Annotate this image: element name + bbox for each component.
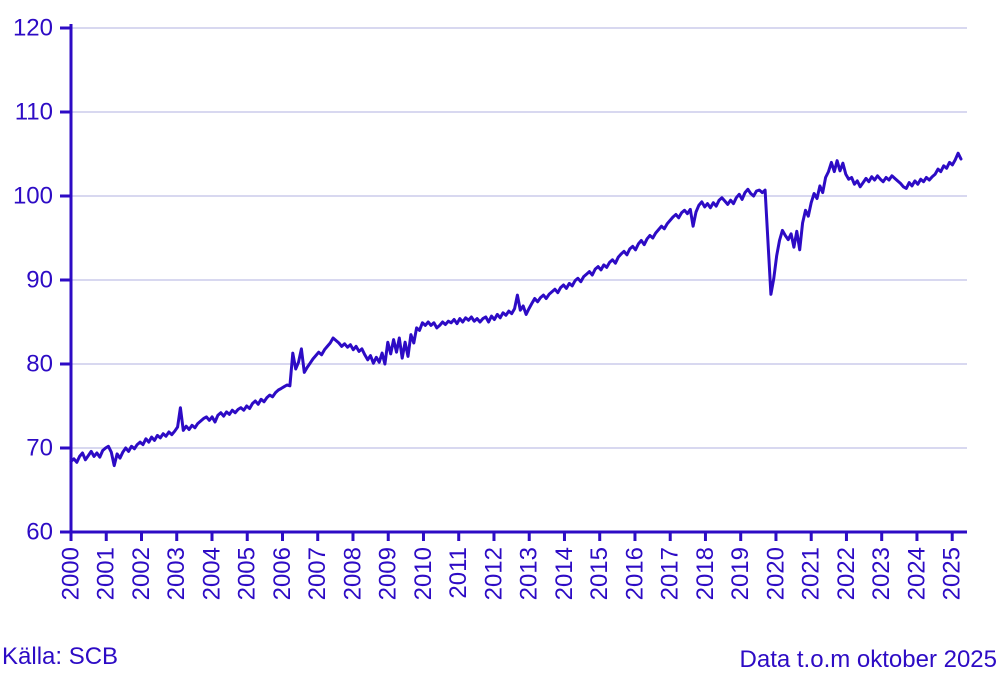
x-axis-label: 2008	[339, 547, 366, 600]
x-axis-label: 2022	[833, 547, 860, 600]
x-axis-label: 2004	[198, 547, 225, 600]
x-axis-label: 2024	[903, 547, 930, 600]
x-axis-label: 2013	[516, 547, 543, 600]
footnote-label: Data t.o.m oktober 2025	[739, 646, 997, 673]
x-axis-label: 2023	[868, 547, 895, 600]
y-axis-label: 80	[26, 351, 53, 378]
x-axis-label: 2018	[692, 547, 719, 600]
x-axis-label: 2019	[727, 547, 754, 600]
x-axis-label: 2014	[551, 547, 578, 600]
y-axis-label: 100	[13, 183, 53, 210]
x-axis-label: 2001	[93, 547, 120, 600]
x-axis-label: 2006	[269, 547, 296, 600]
x-axis-label: 2015	[586, 547, 613, 600]
x-axis-label: 2005	[234, 547, 261, 600]
x-axis-label: 2009	[375, 547, 402, 600]
x-axis-label: 2010	[410, 547, 437, 600]
x-axis-label: 2012	[480, 547, 507, 600]
y-axis-label: 120	[13, 15, 53, 42]
y-axis-label: 90	[26, 267, 53, 294]
x-axis-label: 2011	[445, 547, 472, 599]
x-axis-label: 2002	[128, 547, 155, 600]
y-axis-label: 60	[26, 519, 53, 546]
line-chart: 60 70 80 90 100 110 120 2000 2001 2002 2003 2004 200…	[13, 15, 967, 600]
x-axis-label: 2016	[621, 547, 648, 600]
source-label: Källa: SCB	[2, 643, 119, 670]
x-axis-label: 2000	[58, 547, 85, 600]
data-line	[69, 151, 963, 468]
x-axis-label: 2003	[163, 547, 190, 600]
x-axis-label: 2017	[657, 547, 684, 600]
x-axis-label: 2025	[939, 547, 966, 600]
x-axis-label: 2007	[304, 547, 331, 600]
x-axis-label: 2021	[798, 547, 825, 600]
x-axis-label: 2020	[762, 547, 789, 600]
y-axis-label: 110	[15, 99, 53, 126]
y-axis-label: 70	[26, 435, 53, 462]
